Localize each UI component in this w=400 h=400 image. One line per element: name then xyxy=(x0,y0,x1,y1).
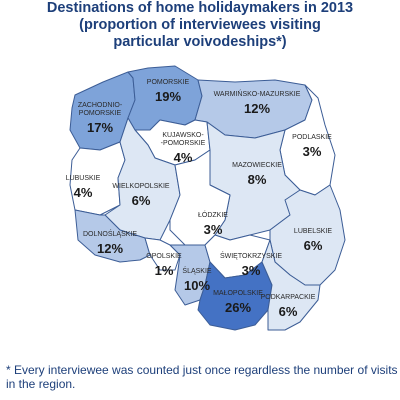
region-name-mazowieckie: MAZOWIECKIE xyxy=(232,162,282,169)
map-title: Destinations of home holidaymakers in 20… xyxy=(0,0,400,51)
region-name-slaskie: ŚLĄSKIE xyxy=(182,266,212,275)
region-name-wielkopolskie: WIELKOPOLSKIE xyxy=(112,183,170,190)
region-name-dolnoslaskie: DOLNOŚLĄSKIE xyxy=(83,229,137,238)
region-name-kujawsko-pomorskie: -POMORSKIE xyxy=(161,140,206,147)
region-value-slaskie: 10% xyxy=(184,278,210,293)
region-shapes xyxy=(69,65,346,331)
region-name-warminsko-mazurskie: WARMIŃSKO-MAZURSKIE xyxy=(214,89,301,98)
title-line-1: Destinations of home holidaymakers in 20… xyxy=(46,0,354,16)
region-name-podkarpackie: PODKARPACKIE xyxy=(261,294,316,301)
region-value-swietokrzyskie: 3% xyxy=(242,263,261,278)
region-name-lubelskie: LUBELSKIE xyxy=(294,228,332,235)
region-name-kujawsko-pomorskie: KUJAWSKO- xyxy=(162,132,204,139)
region-value-lubelskie: 6% xyxy=(304,238,323,253)
region-name-lodzkie: ŁÓDZKIE xyxy=(198,210,228,219)
region-name-podlaskie: PODLASKIE xyxy=(292,134,332,141)
region-name-zachodniopomorskie: POMORSKIE xyxy=(79,110,122,117)
region-value-lodzkie: 3% xyxy=(204,222,223,237)
region-value-podkarpackie: 6% xyxy=(279,304,298,319)
region-wielkopolskie xyxy=(104,117,181,241)
region-value-malopolskie: 26% xyxy=(225,300,251,315)
region-name-malopolskie: MAŁOPOLSKIE xyxy=(213,290,263,297)
region-value-dolnoslaskie: 12% xyxy=(97,241,123,256)
region-value-wielkopolskie: 6% xyxy=(132,193,151,208)
title-line-2: (proportion of interviewees visiting xyxy=(79,17,321,33)
region-value-zachodniopomorskie: 17% xyxy=(87,120,113,135)
region-name-swietokrzyskie: ŚWIĘTOKRZYSKIE xyxy=(220,251,282,260)
region-name-pomorskie: POMORSKIE xyxy=(147,79,190,86)
title-line-3: particular voivodeships*) xyxy=(113,34,287,50)
region-value-lubuskie: 4% xyxy=(74,185,93,200)
region-name-lubuskie: LUBUSKIE xyxy=(66,175,101,182)
region-value-opolskie: 1% xyxy=(155,263,174,278)
region-malopolskie xyxy=(197,261,273,331)
region-value-warminsko-mazurskie: 12% xyxy=(244,101,270,116)
region-value-pomorskie: 19% xyxy=(155,89,181,104)
region-value-kujawsko-pomorskie: 4% xyxy=(174,150,193,165)
region-name-zachodniopomorskie: ZACHODNIO- xyxy=(78,102,123,109)
footnote: * Every interviewee was counted just onc… xyxy=(6,363,398,391)
region-value-podlaskie: 3% xyxy=(303,144,322,159)
region-podkarpackie xyxy=(261,239,321,331)
region-name-opolskie: OPOLSKIE xyxy=(146,253,182,260)
region-opolskie xyxy=(144,237,181,271)
region-value-mazowieckie: 8% xyxy=(248,172,267,187)
